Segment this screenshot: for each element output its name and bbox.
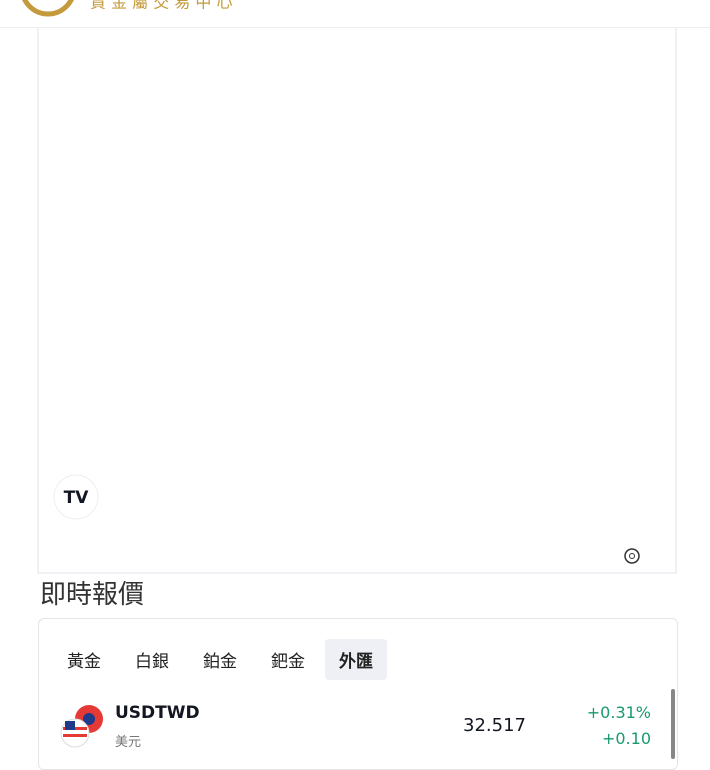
- change-pct: +0.31%: [586, 703, 651, 722]
- gear[interactable]: [624, 548, 640, 564]
- tab[interactable]: 鈀金: [271, 652, 305, 672]
- logo: [22, 0, 74, 17]
- change: +0.10: [601, 729, 651, 748]
- logo-text: 貴 金 屬 交 易 中 心: [90, 0, 233, 12]
- price: 32.517: [463, 715, 526, 736]
- flag-icon: [60, 705, 103, 748]
- tv-logo-text: TV: [64, 488, 90, 508]
- scrollbar: [671, 689, 675, 759]
- chart-frame: [37, 0, 677, 574]
- section-title: 即時報價: [40, 580, 145, 610]
- tv-logo[interactable]: [53, 474, 99, 520]
- settings-icon[interactable]: [624, 548, 640, 564]
- tab[interactable]: 鉑金: [203, 652, 237, 672]
- chart: 貴 金 屬 交 易 中 心 TV: [0, 0, 710, 574]
- quote-row[interactable]: USDTWD 美元 32.517 +0.31% +0.10: [39, 689, 677, 759]
- tab[interactable]: 黃金: [67, 652, 101, 672]
- gear-center[interactable]: [629, 553, 635, 559]
- tab[interactable]: 外匯: [325, 639, 387, 680]
- tabs: 黃金 白銀 鉑金 鈀金 外匯: [53, 639, 387, 680]
- symbol: USDTWD: [115, 703, 200, 723]
- tab[interactable]: 白銀: [135, 652, 169, 672]
- quote-panel: 黃金 白銀 鉑金 鈀金 外匯 USDTWD 美元 32.517 +0.31% +0.10: [38, 618, 678, 770]
- header: [0, 0, 710, 27]
- currency-name: 美元: [115, 735, 142, 750]
